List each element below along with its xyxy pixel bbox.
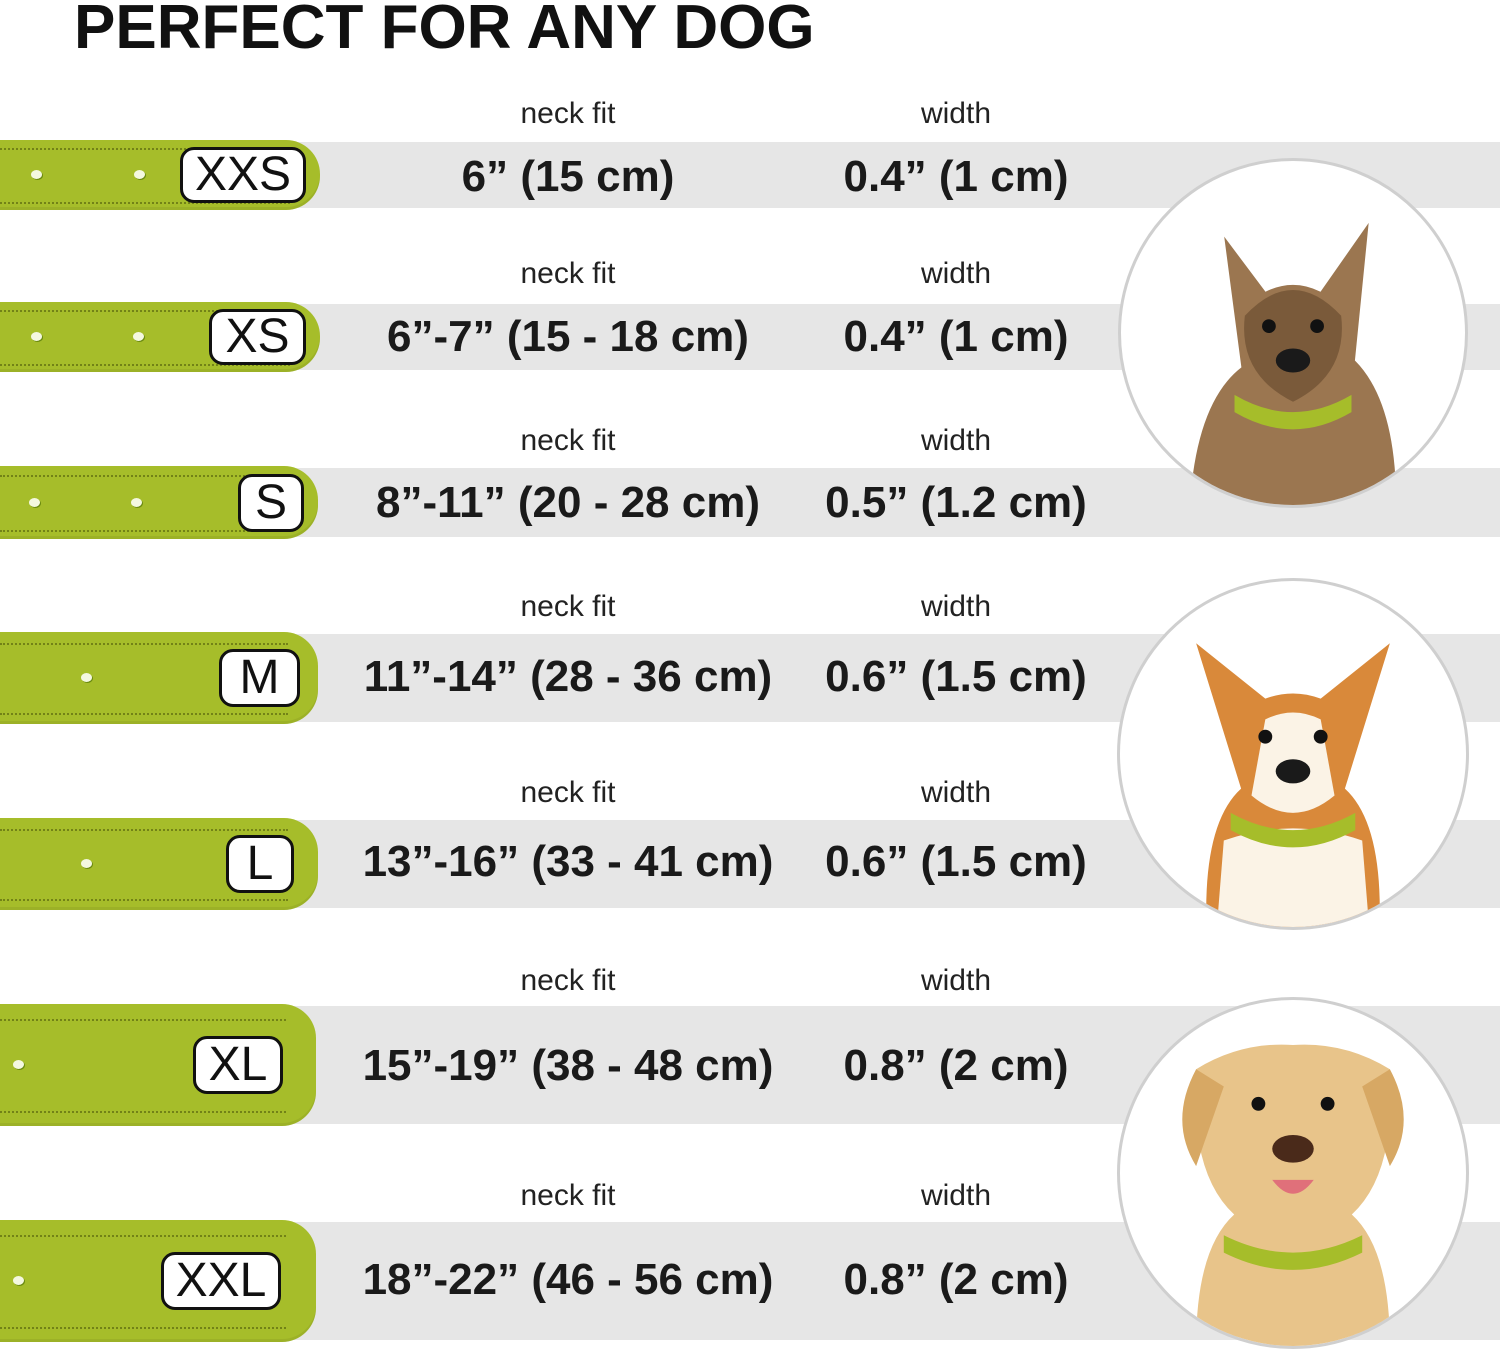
neck-fit-label: neck fit (520, 424, 616, 457)
width-label: width (920, 424, 992, 457)
size-badge: L (226, 835, 294, 893)
collar-stitching (0, 310, 290, 313)
neck-fit-value: 6” (15 cm) (461, 152, 675, 201)
neck-fit-label: neck fit (520, 964, 616, 997)
width-label: width (920, 1179, 992, 1212)
collar-stitching (0, 201, 290, 204)
neck-fit-value: 18”-22” (46 - 56 cm) (362, 1255, 774, 1304)
size-badge: M (219, 649, 300, 707)
collar-stitching (0, 1327, 286, 1330)
neck-fit-label: neck fit (520, 257, 616, 290)
size-badge: XXS (180, 147, 306, 203)
collar-stitching (0, 363, 290, 366)
collar-stitching (0, 898, 288, 901)
width-value: 0.8” (2 cm) (843, 1041, 1069, 1090)
collar-stitching (0, 530, 288, 533)
corgi-icon (1196, 643, 1390, 927)
neck-fit-label: neck fit (520, 590, 616, 623)
collar-stitching (0, 712, 288, 715)
width-value: 0.6” (1.5 cm) (825, 837, 1087, 886)
dog-photo-terrier (1118, 158, 1468, 508)
collar-stitching (0, 1234, 286, 1237)
labrador-icon (1182, 1044, 1404, 1346)
dog-photo-labrador (1117, 997, 1469, 1349)
collar-hole (13, 1060, 24, 1069)
width-value: 0.4” (1 cm) (843, 152, 1069, 201)
collar-hole (31, 170, 42, 179)
neck-fit-value: 6”-7” (15 - 18 cm) (387, 312, 749, 361)
width-label: width (920, 964, 992, 997)
dog-photo-corgi (1117, 578, 1469, 930)
size-badge: XXL (161, 1252, 281, 1310)
size-badge: S (238, 473, 304, 532)
width-value: 0.5” (1.2 cm) (825, 478, 1087, 527)
width-label: width (920, 97, 992, 130)
collar-hole (133, 332, 144, 341)
neck-fit-value: 11”-14” (28 - 36 cm) (363, 652, 773, 701)
collar-stitching (0, 1111, 286, 1114)
collar-stitching (0, 1018, 286, 1021)
collar-hole (131, 497, 142, 507)
neck-fit-value: 15”-19” (38 - 48 cm) (362, 1041, 774, 1090)
width-label: width (920, 257, 992, 290)
collar-stitching (0, 148, 290, 151)
collar-stitching (0, 643, 288, 646)
collar-hole (81, 673, 92, 682)
width-label: width (920, 590, 992, 623)
neck-fit-value: 8”-11” (20 - 28 cm) (376, 478, 760, 527)
collar-stitching (0, 474, 288, 477)
neck-fit-value: 13”-16” (33 - 41 cm) (362, 837, 774, 886)
size-badge: XL (193, 1036, 283, 1094)
collar-stitching (0, 829, 288, 832)
collar-hole (31, 332, 42, 341)
width-label: width (920, 776, 992, 809)
size-badge: XS (209, 309, 306, 365)
collar-hole (81, 859, 92, 868)
width-value: 0.8” (2 cm) (843, 1255, 1069, 1304)
collar-hole (13, 1276, 24, 1285)
collar-hole (134, 170, 145, 179)
neck-fit-label: neck fit (520, 97, 616, 130)
width-value: 0.4” (1 cm) (843, 312, 1069, 361)
page-title: PERFECT FOR ANY DOG (74, 0, 815, 62)
terrier-icon (1189, 222, 1397, 505)
neck-fit-label: neck fit (520, 776, 616, 809)
neck-fit-label: neck fit (520, 1179, 616, 1212)
collar-hole (29, 497, 40, 507)
width-value: 0.6” (1.5 cm) (825, 652, 1087, 701)
